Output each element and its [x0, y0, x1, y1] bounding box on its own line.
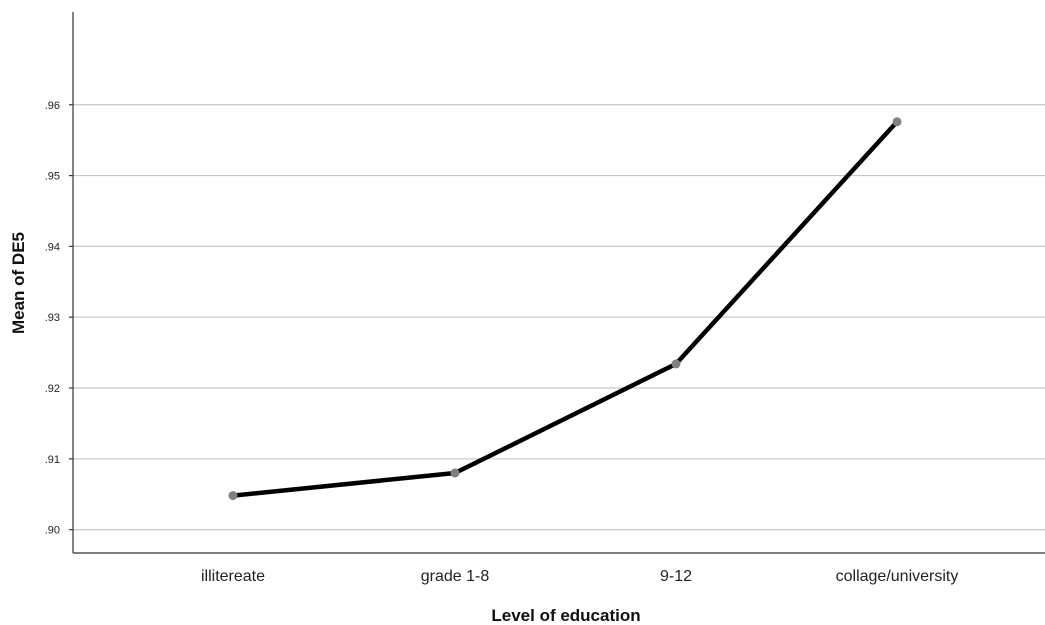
- y-axis-title: Mean of DE5: [9, 232, 28, 334]
- y-tick-label: .95: [45, 171, 60, 183]
- x-category-label: collage/university: [836, 568, 959, 585]
- y-tick-label: .94: [45, 241, 60, 253]
- x-category-label: illitereate: [201, 568, 265, 585]
- x-category-label: 9-12: [660, 568, 692, 585]
- data-point: [451, 469, 460, 478]
- data-point: [672, 359, 681, 368]
- y-tick-label: .93: [45, 312, 60, 324]
- grid-lines: [73, 105, 1045, 530]
- y-tick-label: .96: [45, 100, 60, 112]
- data-point: [229, 491, 238, 500]
- y-tick-label: .91: [45, 454, 60, 466]
- data-point: [893, 117, 902, 126]
- y-tick-label: .92: [45, 383, 60, 395]
- x-axis-title: Level of education: [491, 606, 640, 625]
- y-axis-ticks: .90 .91 .92 .93 .94 .95 .96: [45, 100, 73, 537]
- y-tick-label: .90: [45, 525, 60, 537]
- x-axis-categories: illitereate grade 1-8 9-12 collage/universi…: [201, 568, 958, 585]
- series-layer: [229, 117, 902, 500]
- x-category-label: grade 1-8: [421, 568, 490, 585]
- series-line: [233, 122, 897, 496]
